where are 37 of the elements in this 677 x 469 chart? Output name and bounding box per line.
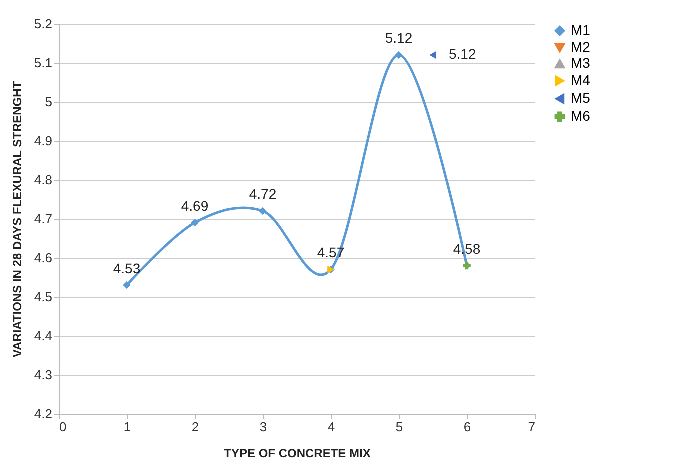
- x-tick-label: 2: [192, 420, 200, 434]
- legend-label: M5: [571, 90, 591, 106]
- legend-label: M1: [571, 22, 591, 38]
- x-tick-label: 7: [528, 420, 536, 434]
- data-label: 4.69: [181, 198, 209, 214]
- data-label: 4.53: [113, 260, 141, 276]
- y-tick-label: 5: [45, 94, 52, 110]
- x-tick-label: 3: [260, 420, 268, 434]
- point: [259, 207, 267, 216]
- data-label: 4.72: [249, 186, 277, 202]
- y-tick-label: 4.3: [34, 368, 52, 382]
- x-tick-label: 4: [328, 420, 336, 434]
- point: [430, 51, 436, 60]
- x-axis-title: TYPE OF CONCRETE MIX: [224, 446, 371, 460]
- y-tick-label: 4.8: [34, 172, 52, 188]
- y-tick-label: 4.7: [34, 212, 52, 226]
- y-tick-label: 4.4: [34, 328, 52, 344]
- x-tick-label: 6: [464, 420, 472, 434]
- legend-label: M6: [571, 108, 591, 124]
- data-label: 5.12: [385, 30, 413, 46]
- y-axis-title: VARIATIONS IN 28 DAYS FLEXURAL STRENGHT: [10, 80, 24, 358]
- legend-label: M2: [571, 39, 591, 55]
- x-tick-label: 0: [60, 420, 67, 434]
- y-tick-label: 4.9: [34, 134, 52, 148]
- point: [191, 219, 199, 227]
- x-tick-label: 1: [124, 420, 132, 434]
- point: [123, 281, 131, 290]
- y-tick-label: 4.2: [34, 406, 52, 422]
- y-tick-label: 4.5: [34, 290, 52, 304]
- legend-label: M4: [571, 72, 591, 88]
- y-tick-label: 5.2: [34, 16, 52, 32]
- y-tick-label: 4.6: [34, 250, 52, 266]
- y-tick-label: 5.1: [34, 56, 52, 70]
- legend-label: M3: [571, 55, 591, 71]
- x-tick-label: 5: [396, 420, 404, 434]
- data-label: 5.12: [449, 46, 476, 62]
- point: [395, 51, 403, 60]
